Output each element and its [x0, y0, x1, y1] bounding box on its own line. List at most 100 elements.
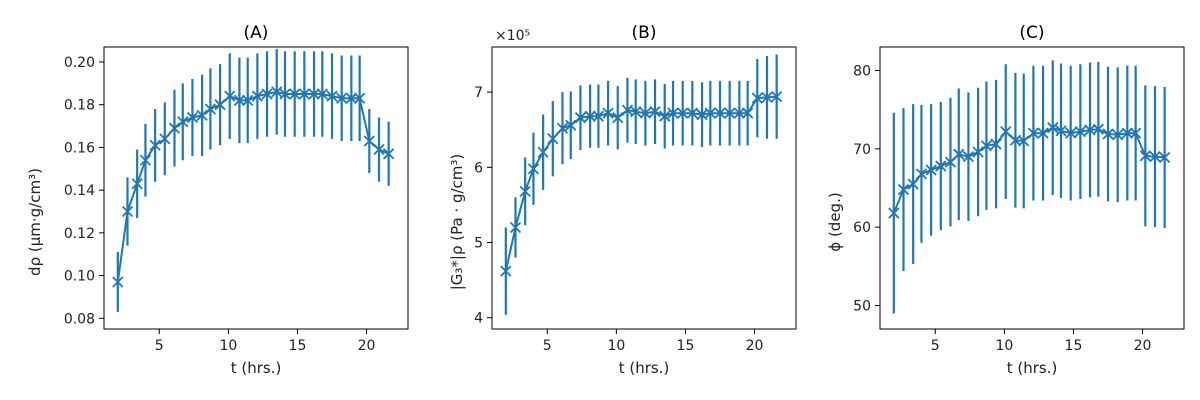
panel-a-markers	[112, 86, 395, 288]
panel-a-data-point	[233, 94, 246, 107]
panel-c-data-point	[897, 183, 910, 196]
panel-a-data-point	[289, 88, 301, 100]
panel-b-plot-frame	[491, 46, 797, 330]
panel-c-data-point	[1074, 125, 1086, 138]
panel-b-markers	[500, 90, 783, 277]
panel-c: (C) t (hrs.) ϕ (deg.) 5 10 15 20 50 60 70 80	[826, 23, 1185, 377]
panel-c-y-tick-label: 60	[853, 220, 871, 236]
panel-a-plot-frame	[103, 46, 409, 330]
panel-a-data-point	[112, 276, 124, 288]
panel-a-data-point	[186, 111, 199, 124]
panel-a-y-tick-label: 0.12	[64, 226, 95, 242]
panel-b-title: (B)	[632, 23, 657, 43]
panel-b-data-point	[612, 112, 624, 124]
panel-b-data-point	[733, 107, 745, 119]
panel-c-x-axis-label: t (hrs.)	[1007, 359, 1058, 377]
panel-b-data-point	[686, 107, 699, 119]
panel-b-series-line	[504, 95, 777, 272]
panel-a-data-point	[316, 88, 328, 100]
panel-c-data-point	[1027, 127, 1040, 139]
panel-a-x-tick-label: 5	[155, 338, 164, 354]
panel-c-data-point	[972, 146, 984, 158]
panel-c-data-point	[953, 148, 965, 160]
panel-b-data-point	[751, 92, 763, 104]
panel-a-data-point	[214, 99, 226, 111]
panel-b-data-point	[584, 110, 596, 122]
panel-a-data-point	[159, 133, 171, 145]
panel-a-title: (A)	[244, 23, 269, 43]
panel-b-data-point	[649, 106, 661, 118]
panel-b-x-tick-label: 5	[543, 338, 552, 354]
panel-c-x-tick-label: 5	[931, 338, 940, 354]
panel-a-data-point	[383, 148, 395, 160]
panel-a-y-tick-label: 0.18	[64, 98, 95, 114]
panel-b-y-tick-label: 6	[474, 160, 483, 176]
panel-c-data-point	[907, 178, 919, 190]
panel-b-x-tick-label: 10	[607, 338, 625, 354]
panel-c-ticks: 5 10 15 20 50 60 70 80	[853, 64, 1151, 355]
panel-b-data-point	[761, 91, 773, 104]
panel-a-data-point	[177, 116, 189, 128]
panel-b: (B) t (hrs.) |G₃*|ρ (Pa · g/cm³) ×10⁵ 5 1…	[448, 23, 797, 377]
panel-c-title: (C)	[1019, 23, 1044, 43]
panel-a-ticks: 5 10 15 20 0.08 0.10 0.12 0.14 0.16 0.18 0.20	[64, 55, 376, 354]
panel-b-data-point	[667, 107, 679, 119]
panel-b-data-point	[574, 112, 587, 124]
panel-b-data-point	[592, 110, 605, 122]
panel-b-data-point	[714, 107, 726, 119]
panel-b-x-tick-label: 20	[746, 338, 764, 354]
panel-a-data-point	[279, 88, 291, 100]
panel-a-data-point	[308, 88, 320, 100]
panel-c-data-point	[935, 160, 947, 172]
panel-b-data-point	[527, 163, 540, 175]
panel-a-y-tick-label: 0.16	[64, 140, 95, 156]
panel-a-data-point	[336, 92, 348, 104]
panel-c-y-axis-label: ϕ (deg.)	[826, 192, 844, 251]
panel-a-y-axis-label: dρ (μm·g/cm³)	[26, 168, 44, 276]
panel-c-data-point	[1037, 127, 1049, 139]
panel-a-data-point	[204, 103, 217, 115]
panel-c-data-point	[1159, 151, 1171, 164]
panel-b-error-bars	[504, 54, 778, 315]
panel-c-data-point	[962, 151, 975, 163]
panel-a-error-bars	[116, 49, 390, 312]
panel-b-offset-text: ×10⁵	[495, 28, 530, 44]
panel-c-y-tick-label: 50	[853, 299, 871, 315]
panel-a-y-tick-label: 0.10	[64, 269, 95, 285]
panel-c-data-point	[1092, 123, 1104, 135]
panel-c-data-point	[990, 138, 1002, 150]
panel-c-x-tick-label: 15	[1065, 338, 1083, 354]
panel-b-data-point	[547, 133, 559, 145]
panel-b-data-point	[509, 221, 522, 234]
panel-a-x-axis-label: t (hrs.)	[231, 359, 282, 377]
panel-b-data-point	[771, 90, 783, 103]
panel-a-data-point	[131, 178, 143, 190]
panel-a-y-tick-label: 0.08	[64, 311, 95, 327]
panel-b-data-point	[630, 106, 642, 118]
panel-a-data-point	[121, 205, 134, 218]
panel-b-data-point	[519, 185, 531, 198]
panel-c-data-point	[925, 164, 937, 176]
panel-a: (A) t (hrs.) dρ (μm·g/cm³) 5 10 15 20 0.08 0.…	[26, 23, 409, 377]
panel-a-data-point	[363, 135, 375, 147]
panel-b-y-tick-label: 5	[474, 236, 483, 252]
panel-a-x-tick-label: 15	[289, 338, 307, 354]
panel-c-series-line	[892, 126, 1165, 214]
panel-a-x-tick-label: 10	[219, 338, 237, 354]
panel-a-y-tick-label: 0.14	[64, 183, 95, 199]
panel-b-y-tick-label: 4	[474, 311, 483, 327]
panel-a-data-point	[353, 92, 366, 104]
panel-b-data-point	[659, 110, 671, 122]
panel-a-data-point	[149, 139, 161, 151]
panel-c-y-tick-label: 70	[853, 142, 871, 158]
panel-c-data-point	[1149, 151, 1161, 163]
panel-b-data-point	[537, 146, 549, 158]
panel-a-data-point	[345, 92, 357, 104]
panel-c-markers	[888, 122, 1171, 219]
panel-b-x-axis-label: t (hrs.)	[619, 359, 670, 377]
panel-b-x-tick-label: 15	[677, 338, 695, 354]
panel-c-data-point	[1112, 129, 1124, 141]
panel-b-data-point	[724, 107, 736, 119]
panel-c-data-point	[1018, 135, 1030, 147]
panel-a-data-point	[224, 90, 236, 102]
